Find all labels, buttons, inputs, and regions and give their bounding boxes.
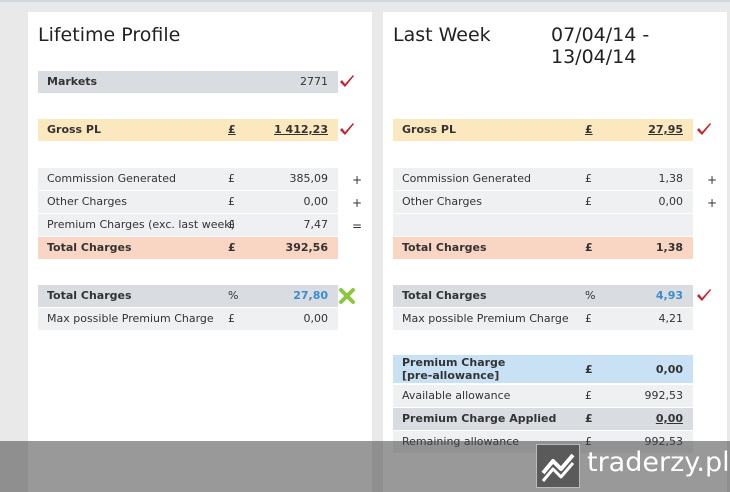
- watermark-text: traderzy.pl: [587, 447, 730, 478]
- currency-symbol: £: [585, 195, 592, 208]
- max-premium-row: Max possible Premium Charge £ 0,00: [38, 308, 338, 330]
- premium-pre-label: Premium Charge [pre-allowance]: [402, 356, 505, 382]
- gross-pl-label: Gross PL: [47, 123, 102, 136]
- currency-symbol: £: [585, 123, 593, 136]
- currency-symbol: £: [228, 218, 235, 231]
- max-premium-label: Max possible Premium Charge: [402, 312, 569, 325]
- total-charges-value: 1,38: [655, 241, 683, 254]
- max-premium-value: 0,00: [303, 312, 329, 325]
- check-icon: [697, 123, 711, 135]
- max-premium-row: Max possible Premium Charge £ 4,21: [393, 308, 693, 330]
- total-charges-label: Total Charges: [402, 241, 487, 254]
- premium-pre-label-line2: [pre-allowance]: [402, 369, 500, 382]
- gross-pl-row: Gross PL £ 27,95: [393, 119, 693, 141]
- markets-row: Markets 2771: [38, 71, 338, 93]
- watermark-overlay: [0, 441, 730, 492]
- max-premium-label: Max possible Premium Charge: [47, 312, 214, 325]
- commission-row: Commission Generated £ 385,09: [38, 168, 338, 190]
- premium-pre-value: 0,00: [655, 363, 683, 376]
- premium-charges-value: 7,47: [303, 218, 329, 231]
- last-week-title: Last Week: [393, 24, 491, 46]
- check-icon: [697, 289, 711, 301]
- total-charges-pct-row: Total Charges % 27,80: [38, 285, 338, 307]
- gross-pl-value: 1 412,23: [274, 123, 328, 136]
- cross-icon: [339, 288, 355, 304]
- markets-label: Markets: [47, 75, 98, 88]
- currency-symbol: £: [228, 195, 235, 208]
- gross-pl-row: Gross PL £ 1 412,23: [38, 119, 338, 141]
- currency-symbol: £: [585, 363, 593, 376]
- premium-applied-row: Premium Charge Applied £ 0,00: [393, 408, 693, 430]
- total-charges-pct-row: Total Charges % 4,93: [393, 285, 693, 307]
- percent-unit: %: [228, 289, 239, 302]
- available-allowance-label: Available allowance: [402, 389, 511, 402]
- top-border: [0, 0, 730, 2]
- markets-value: 2771: [300, 75, 328, 88]
- other-charges-row: Other Charges £ 0,00: [393, 191, 693, 213]
- currency-symbol: £: [585, 172, 592, 185]
- plus-sign: +: [352, 196, 363, 210]
- available-allowance-row: Available allowance £ 992,53: [393, 385, 693, 407]
- currency-symbol: £: [228, 123, 236, 136]
- total-charges-pct-value: 27,80: [293, 289, 328, 302]
- commission-label: Commission Generated: [402, 172, 531, 185]
- commission-value: 385,09: [289, 172, 329, 185]
- empty-row: [393, 214, 693, 236]
- total-charges-value: 392,56: [285, 241, 328, 254]
- other-charges-row: Other Charges £ 0,00: [38, 191, 338, 213]
- currency-symbol: £: [228, 241, 236, 254]
- total-charges-pct-label: Total Charges: [47, 289, 132, 302]
- other-charges-label: Other Charges: [402, 195, 482, 208]
- max-premium-value: 4,21: [658, 312, 684, 325]
- other-charges-value: 0,00: [658, 195, 684, 208]
- plus-sign: +: [352, 173, 363, 187]
- commission-value: 1,38: [658, 172, 684, 185]
- premium-charges-label: Premium Charges (exc. last week): [47, 218, 235, 231]
- chart-logo-icon: [541, 453, 575, 482]
- other-charges-value: 0,00: [303, 195, 329, 208]
- gross-pl-label: Gross PL: [402, 123, 457, 136]
- plus-sign: +: [707, 196, 718, 210]
- total-charges-pct-label: Total Charges: [402, 289, 487, 302]
- commission-label: Commission Generated: [47, 172, 176, 185]
- premium-applied-label: Premium Charge Applied: [402, 412, 557, 425]
- currency-symbol: £: [585, 389, 592, 402]
- watermark-logo: [536, 444, 580, 488]
- other-charges-label: Other Charges: [47, 195, 127, 208]
- currency-symbol: £: [585, 241, 593, 254]
- available-allowance-value: 992,53: [644, 389, 684, 402]
- premium-charges-row: Premium Charges (exc. last week) £ 7,47: [38, 214, 338, 236]
- plus-sign: +: [707, 173, 718, 187]
- total-charges-row: Total Charges £ 1,38: [393, 237, 693, 259]
- currency-symbol: £: [228, 312, 235, 325]
- commission-row: Commission Generated £ 1,38: [393, 168, 693, 190]
- equals-sign: =: [352, 219, 363, 233]
- percent-unit: %: [585, 289, 596, 302]
- total-charges-row: Total Charges £ 392,56: [38, 237, 338, 259]
- lifetime-profile-title: Lifetime Profile: [38, 24, 181, 46]
- total-charges-label: Total Charges: [47, 241, 132, 254]
- currency-symbol: £: [228, 172, 235, 185]
- total-charges-pct-value: 4,93: [655, 289, 683, 302]
- check-icon: [340, 75, 354, 87]
- check-icon: [340, 123, 354, 135]
- premium-pre-row: Premium Charge [pre-allowance] £ 0,00: [393, 355, 693, 383]
- gross-pl-value: 27,95: [648, 123, 683, 136]
- premium-applied-value: 0,00: [655, 412, 683, 425]
- currency-symbol: £: [585, 412, 593, 425]
- date-range: 07/04/14 - 13/04/14: [551, 24, 650, 68]
- currency-symbol: £: [585, 312, 592, 325]
- premium-pre-label-line1: Premium Charge: [402, 356, 506, 369]
